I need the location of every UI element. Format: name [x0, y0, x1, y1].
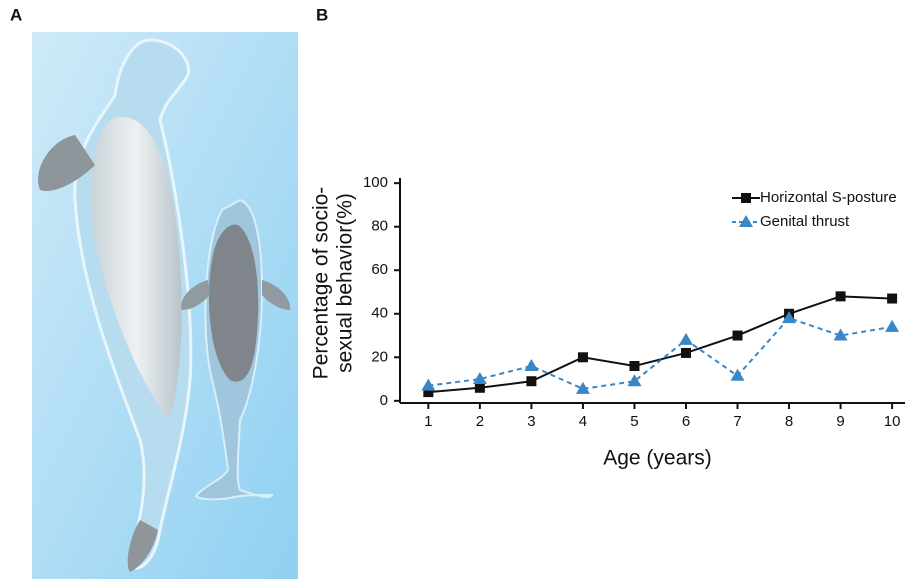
x-tick-label: 5	[630, 413, 638, 430]
legend-label: Horizontal S-posture	[760, 189, 897, 206]
y-axis-label: Percentage of socio-	[310, 187, 333, 380]
data-point	[733, 331, 743, 341]
x-tick-label: 4	[579, 413, 587, 430]
data-point	[681, 348, 691, 358]
data-point	[836, 291, 846, 301]
series-line	[428, 296, 892, 392]
x-axis-label: Age (years)	[603, 447, 712, 470]
series-line	[428, 318, 892, 389]
y-axis-label: sexual behavior(%)	[334, 193, 357, 373]
legend-marker	[741, 193, 751, 203]
y-tick-label: 0	[380, 392, 388, 409]
x-tick-label: 1	[424, 413, 432, 430]
x-tick-label: 6	[682, 413, 690, 430]
data-point	[629, 361, 639, 371]
y-tick-label: 60	[371, 261, 388, 278]
data-point	[885, 320, 899, 332]
data-point	[526, 376, 536, 386]
data-point	[524, 359, 538, 371]
data-point	[578, 352, 588, 362]
figure: A B 0 20 40 60 80 100 1 2 3 4 5 6 7 8 9 10 Age (years) Pe…	[0, 0, 917, 581]
panel-label: B	[316, 5, 328, 24]
x-tick-label: 9	[836, 413, 844, 430]
data-point	[731, 369, 745, 381]
x-tick-label: 2	[476, 413, 484, 430]
x-tick-label: 3	[527, 413, 535, 430]
data-point	[887, 294, 897, 304]
x-tick-label: 10	[884, 413, 901, 430]
y-tick-label: 20	[371, 348, 388, 365]
legend-label: Genital thrust	[760, 213, 850, 230]
beluga-illustration	[32, 32, 298, 579]
panel-label: A	[10, 5, 22, 24]
y-tick-label: 100	[363, 174, 388, 191]
y-tick-label: 40	[371, 305, 388, 322]
y-tick-label: 80	[371, 218, 388, 235]
data-point	[679, 333, 693, 345]
x-tick-label: 8	[785, 413, 793, 430]
x-tick-label: 7	[733, 413, 741, 430]
data-point	[475, 383, 485, 393]
